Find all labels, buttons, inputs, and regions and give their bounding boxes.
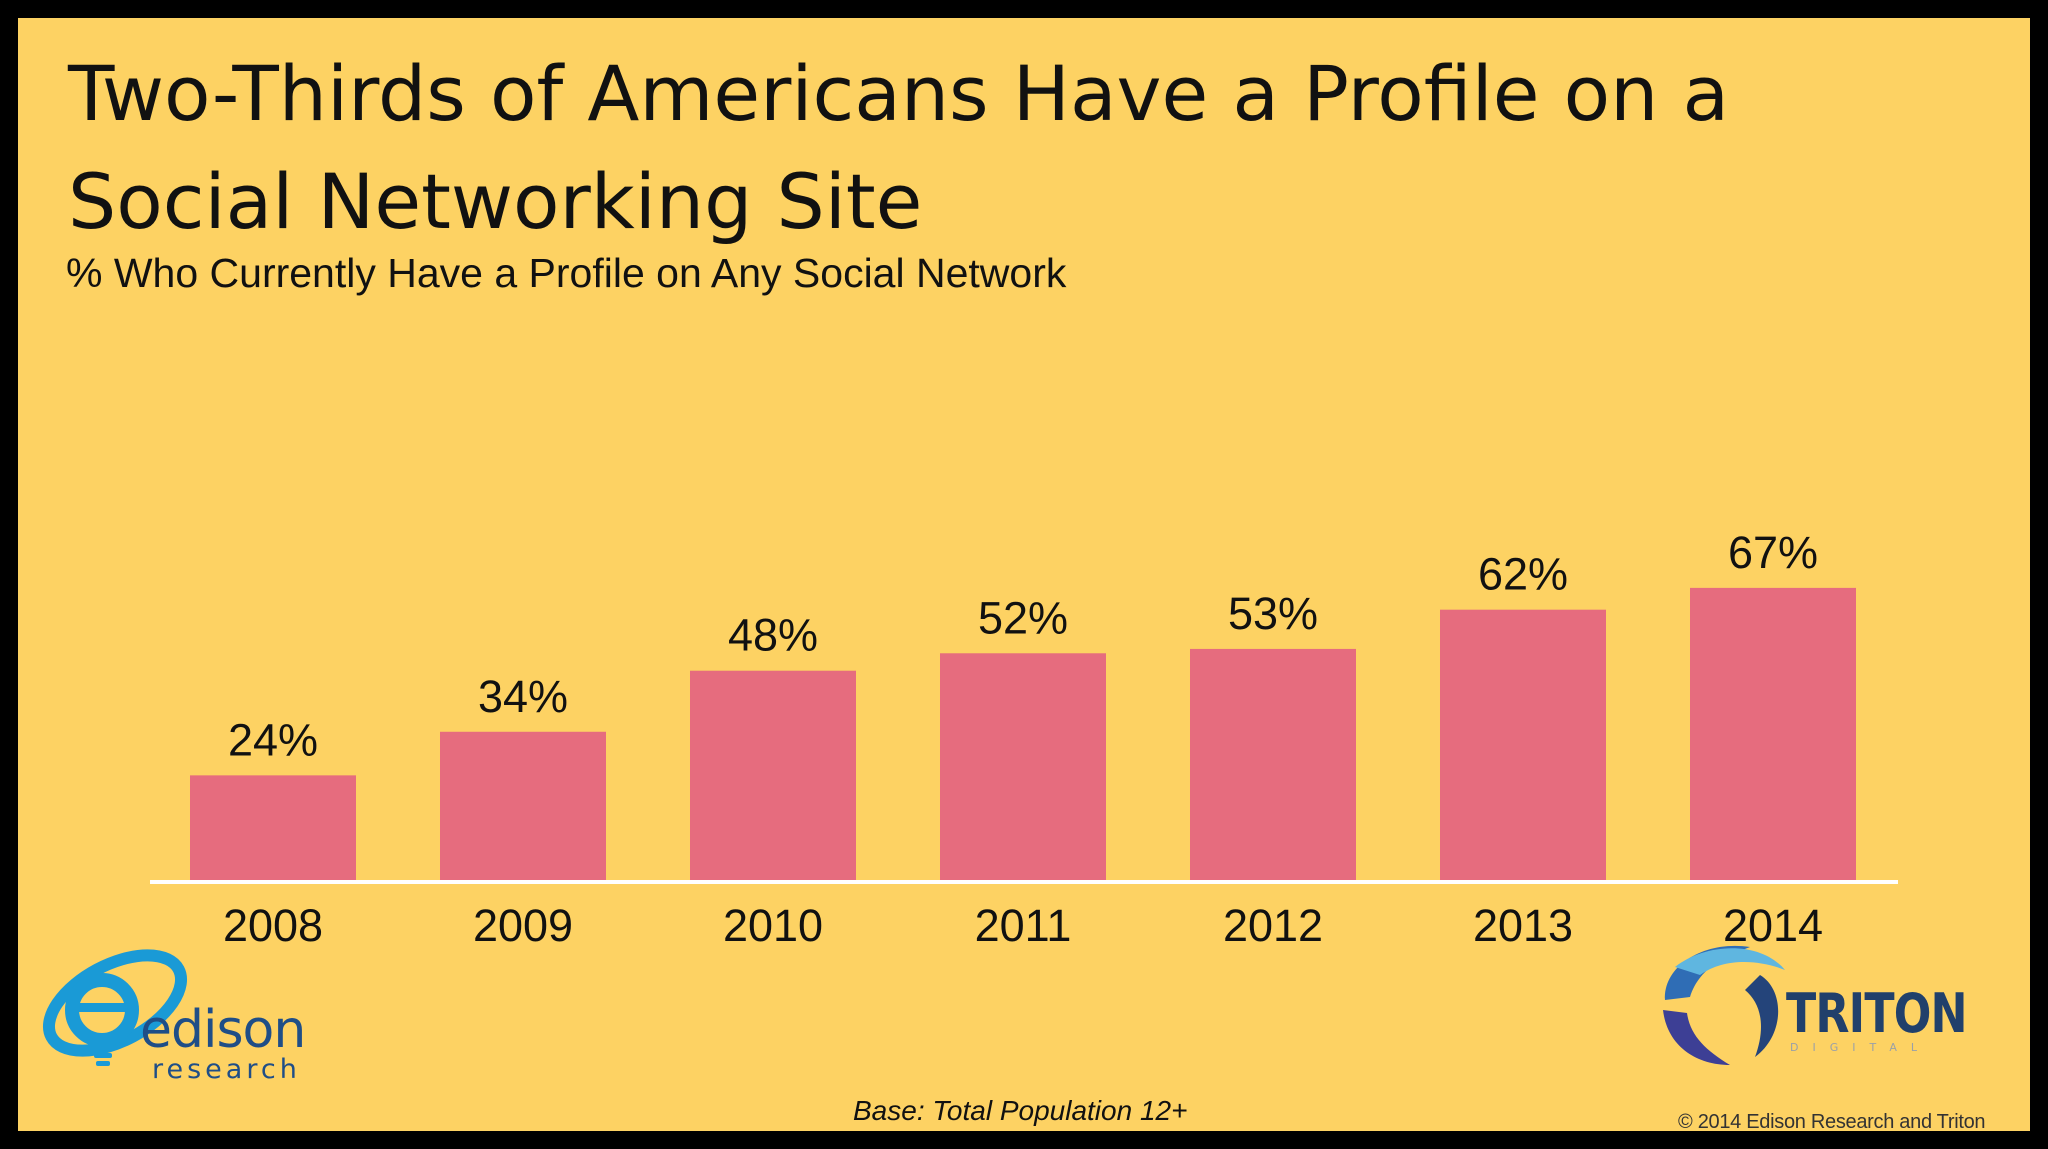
x-axis-baseline: [150, 880, 1898, 884]
category-label-2008: 2008: [223, 900, 323, 951]
category-label-2014: 2014: [1723, 900, 1823, 951]
slide: Two-Thirds of Americans Have a Profile o…: [18, 18, 2030, 1131]
category-label-2012: 2012: [1223, 900, 1323, 951]
category-label-2011: 2011: [975, 900, 1072, 951]
triton-logo-tagline: DIGITAL: [1790, 1041, 1932, 1054]
value-label-2009: 34%: [478, 671, 568, 722]
value-label-2012: 53%: [1228, 588, 1318, 639]
value-label-2010: 48%: [728, 610, 818, 661]
category-label-2009: 2009: [473, 900, 573, 951]
triton-logo-icon: [1663, 945, 1785, 1065]
bar-chart: 24% 2008 34% 2009 48% 2010 52% 2011 53% 2012 62% 20…: [150, 527, 1898, 951]
bar-2008: [190, 775, 356, 880]
value-label-2008: 24%: [228, 714, 318, 765]
value-label-2013: 62%: [1478, 549, 1568, 600]
edison-logo-icon: [42, 949, 188, 1066]
copyright-notice: © 2014 Edison Research and Triton Digita…: [1678, 1111, 1986, 1131]
bar-2011: [940, 653, 1106, 880]
category-label-2013: 2013: [1473, 900, 1573, 951]
bar-2010: [690, 670, 856, 880]
edison-logo-tagline: research: [152, 1054, 301, 1085]
edison-logo-wordmark: edison: [140, 1000, 306, 1060]
page-title: Two-Thirds of Americans Have a Profile o…: [68, 49, 1730, 246]
value-label-2011: 52%: [978, 592, 1068, 643]
bar-2012: [1190, 648, 1356, 880]
bar-2009: [440, 731, 606, 880]
chart-subtitle: % Who Currently Have a Profile on Any So…: [66, 250, 1067, 296]
base-footnote: Base: Total Population 12+: [853, 1095, 1188, 1126]
bar-2014: [1690, 587, 1856, 880]
triton-logo-wordmark: TRITON: [1786, 982, 1968, 1045]
value-label-2014: 67%: [1728, 527, 1818, 578]
bar-2013: [1440, 609, 1606, 880]
category-label-2010: 2010: [723, 900, 823, 951]
